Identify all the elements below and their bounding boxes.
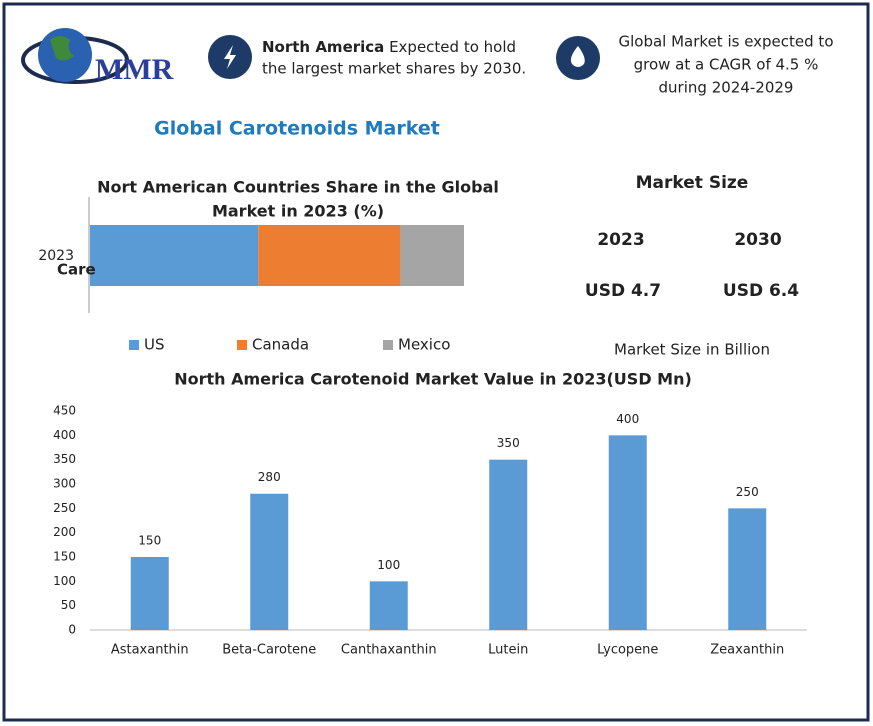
market-value: USD 4.7 bbox=[585, 281, 661, 301]
bar bbox=[369, 581, 408, 630]
y-tick-label: 400 bbox=[53, 428, 76, 442]
legend-swatch bbox=[383, 340, 393, 350]
market-size-heading: Market Size bbox=[636, 173, 749, 193]
logo: MMR bbox=[21, 28, 174, 86]
logo-land bbox=[50, 36, 74, 61]
legend-label: Canada bbox=[252, 336, 309, 354]
bar-segment bbox=[90, 225, 259, 286]
y-tick-label: 100 bbox=[53, 574, 76, 588]
data-label: 250 bbox=[736, 485, 759, 499]
header-text: grow at a CAGR of 4.5 % bbox=[634, 56, 819, 74]
data-label: 100 bbox=[377, 558, 400, 572]
main-title: Global Carotenoids Market bbox=[154, 118, 440, 140]
data-label: 150 bbox=[138, 534, 161, 548]
bar bbox=[130, 557, 169, 630]
y-tick-label: 0 bbox=[68, 623, 76, 637]
header-left: North America Expected to hold bbox=[262, 38, 516, 56]
bar-segment bbox=[258, 225, 401, 286]
y-tick-label: 300 bbox=[53, 477, 76, 491]
chart-title: North America Carotenoid Market Value in… bbox=[174, 370, 692, 389]
legend-label: Mexico bbox=[398, 336, 450, 354]
header-text: during 2024-2029 bbox=[659, 79, 794, 97]
x-tick-label: Lycopene bbox=[597, 643, 658, 658]
data-label: 350 bbox=[497, 436, 520, 450]
y-tick-label: 250 bbox=[53, 501, 76, 515]
bar bbox=[489, 459, 528, 630]
legend-label: US bbox=[144, 336, 165, 354]
header-bold: North America bbox=[262, 38, 384, 56]
axis-label: Care bbox=[57, 261, 96, 279]
header-text: the largest market shares by 2030. bbox=[262, 60, 526, 78]
market-note: Market Size in Billion bbox=[614, 341, 770, 359]
y-tick-label: 150 bbox=[53, 550, 76, 564]
chart-title: Market in 2023 (%) bbox=[212, 202, 384, 221]
y-tick-label: 200 bbox=[53, 525, 76, 539]
legend-swatch bbox=[129, 340, 139, 350]
x-tick-label: Lutein bbox=[488, 643, 528, 658]
data-label: 280 bbox=[258, 470, 281, 484]
bar-segment bbox=[400, 225, 464, 286]
legend-swatch bbox=[237, 340, 247, 350]
y-tick-label: 50 bbox=[61, 598, 76, 612]
chart-title: Nort American Countries Share in the Glo… bbox=[97, 178, 499, 197]
x-tick-label: Beta-Carotene bbox=[222, 643, 316, 658]
y-tick-label: 2023 bbox=[38, 248, 74, 264]
y-tick-label: 450 bbox=[53, 404, 76, 418]
logo-text: MMR bbox=[95, 53, 174, 86]
x-tick-label: Zeaxanthin bbox=[710, 643, 784, 658]
y-tick-label: 350 bbox=[53, 452, 76, 466]
x-tick-label: Astaxanthin bbox=[111, 643, 189, 658]
header-text: Global Market is expected to bbox=[619, 33, 834, 51]
bar bbox=[608, 435, 647, 630]
data-label: 400 bbox=[616, 412, 639, 426]
year: 2023 bbox=[597, 230, 644, 250]
market-value: USD 6.4 bbox=[723, 281, 799, 301]
lightning-glyph bbox=[224, 45, 236, 69]
bar bbox=[250, 493, 289, 630]
flame-glyph bbox=[570, 46, 585, 67]
bar bbox=[728, 508, 767, 630]
header-text: Expected to hold bbox=[389, 38, 516, 56]
x-tick-label: Canthaxanthin bbox=[341, 643, 437, 658]
year: 2030 bbox=[734, 230, 781, 250]
